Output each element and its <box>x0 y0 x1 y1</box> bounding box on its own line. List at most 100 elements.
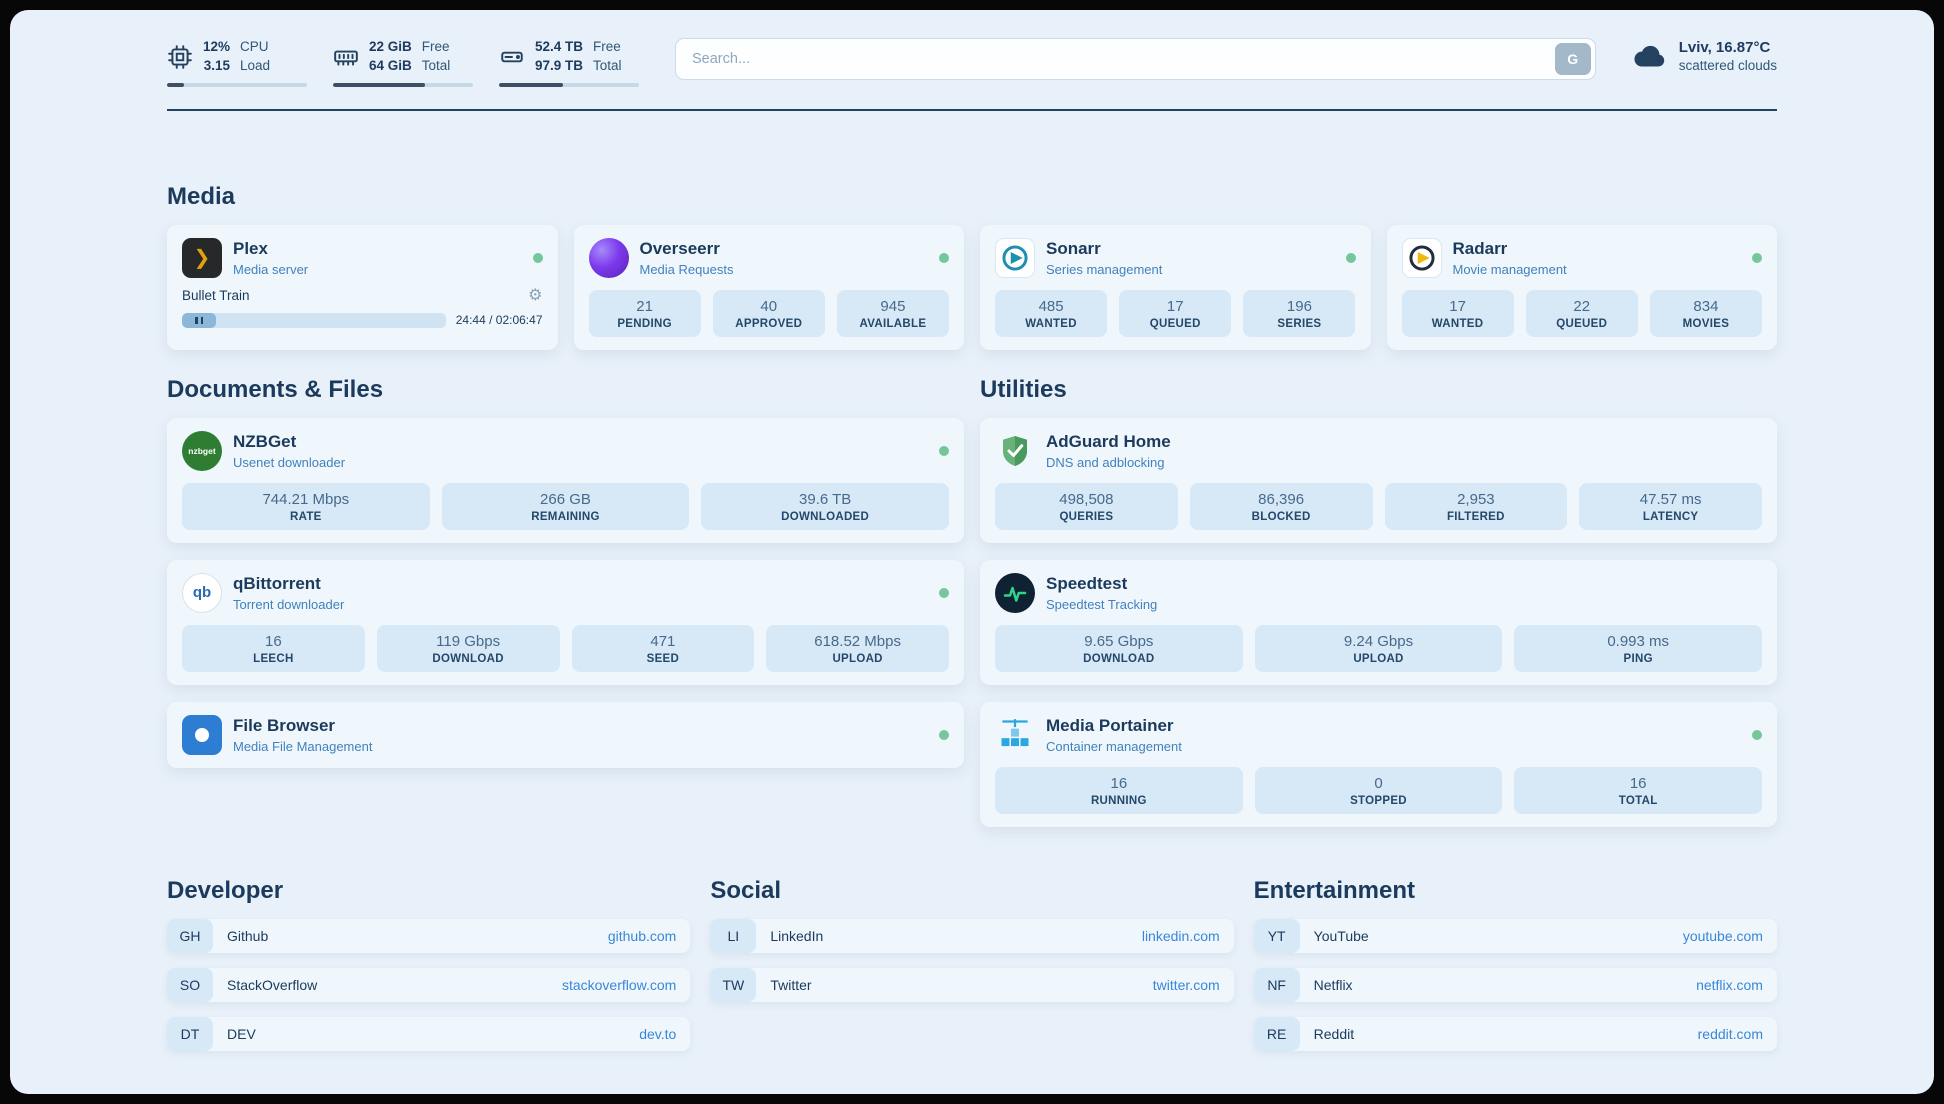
bookmark-abbr: LI <box>710 918 757 953</box>
stat-value: 40 <box>760 297 778 315</box>
bookmark-abbr: TW <box>710 967 757 1002</box>
service-card-portainer[interactable]: Media Portainer Container management 16 … <box>980 701 1777 827</box>
service-card-nzbget[interactable]: nzbget NZBGet Usenet downloader 744.21 M… <box>167 417 964 543</box>
stat-value: 945 <box>880 297 906 315</box>
bookmark-name: Netflix <box>1313 976 1353 993</box>
stat-tile: 0 STOPPED <box>1254 766 1503 814</box>
stat-value: 17 <box>1166 297 1184 315</box>
stat-tile: 744.21 Mbps RATE <box>182 482 430 530</box>
service-name: File Browser <box>233 716 336 735</box>
service-card-filebrowser[interactable]: File Browser Media File Management <box>167 701 964 768</box>
cpu-icon <box>167 44 193 70</box>
bookmark-twitter[interactable]: TW Twitter twitter.com <box>710 967 1234 1002</box>
status-dot <box>1345 252 1356 263</box>
service-card-radarr[interactable]: Radarr Movie management 17 WANTED 22 QUE… <box>1386 224 1777 350</box>
bookmark-stackoverflow[interactable]: SO StackOverflow stackoverflow.com <box>167 967 691 1002</box>
stat-label: APPROVED <box>735 317 803 330</box>
stat-value: 47.57 ms <box>1639 490 1702 508</box>
bookmark-reddit[interactable]: RE Reddit reddit.com <box>1253 1016 1777 1051</box>
plex-icon: ❯ <box>182 237 222 278</box>
memory-icon <box>333 44 359 70</box>
bookmark-name: Github <box>227 927 269 944</box>
dashboard-page: 12% 3.15 CPU Load <box>10 10 1934 1094</box>
weather-widget[interactable]: Lviv, 16.87°C scattered clouds <box>1632 38 1777 74</box>
pause-icon <box>182 312 216 328</box>
bookmark-dev[interactable]: DT DEV dev.to <box>167 1016 691 1051</box>
disk-widget: 52.4 TB 97.9 TB Free Total <box>499 38 639 87</box>
overseerr-icon <box>588 237 629 278</box>
service-card-qbittorrent[interactable]: qb qBittorrent Torrent downloader 16 <box>167 559 964 685</box>
stat-label: FILTERED <box>1446 510 1505 523</box>
stat-value: 618.52 Mbps <box>814 632 901 650</box>
bookmark-github[interactable]: GH Github github.com <box>167 918 691 953</box>
stat-value: 17 <box>1449 297 1466 315</box>
stat-label: DOWNLOAD <box>432 652 504 665</box>
bookmark-url: github.com <box>607 927 677 944</box>
status-dot <box>1752 729 1762 740</box>
stat-value: 266 GB <box>540 490 591 508</box>
memory-label-top: Free <box>421 39 450 54</box>
memory-total-value: 64 GiB <box>369 57 412 73</box>
service-name: AdGuard Home <box>1046 432 1171 451</box>
stat-label: BLOCKED <box>1251 510 1311 523</box>
stat-tile: 471 SEED <box>571 624 755 672</box>
disk-total-value: 97.9 TB <box>535 57 584 73</box>
section-media: Media ❯ Plex Media server <box>167 183 1777 350</box>
service-card-speedtest[interactable]: Speedtest Speedtest Tracking 9.65 Gbps D… <box>980 559 1777 685</box>
section-title-utilities: Utilities <box>980 375 1067 403</box>
service-desc: Movie management <box>1452 261 1567 277</box>
stat-tile: 9.24 Gbps UPLOAD <box>1254 624 1503 672</box>
section-entertainment: Entertainment YT YouTube youtube.com NF … <box>1253 877 1777 1051</box>
bookmark-abbr: NF <box>1253 967 1300 1002</box>
bookmark-url: netflix.com <box>1696 976 1763 993</box>
bookmark-linkedin[interactable]: LI LinkedIn linkedin.com <box>710 918 1234 953</box>
service-name: Radarr <box>1452 239 1508 258</box>
section-title-social: Social <box>710 876 782 904</box>
stat-label: UPLOAD <box>1353 652 1404 665</box>
settings-icon[interactable]: ⚙ <box>528 286 543 304</box>
disk-icon <box>499 44 525 70</box>
bookmark-netflix[interactable]: NF Netflix netflix.com <box>1253 967 1777 1002</box>
bookmark-url: stackoverflow.com <box>561 976 677 993</box>
now-playing-title: Bullet Train <box>182 288 250 304</box>
radarr-icon <box>1401 237 1442 278</box>
playback-progress-bar[interactable] <box>182 312 446 328</box>
section-title-developer: Developer <box>167 876 284 904</box>
stat-label: LATENCY <box>1642 510 1699 523</box>
bookmark-name: Reddit <box>1313 1025 1355 1042</box>
bookmark-youtube[interactable]: YT YouTube youtube.com <box>1253 918 1777 953</box>
stat-tile: 266 GB REMAINING <box>441 482 690 530</box>
stat-value: 2,953 <box>1457 490 1495 508</box>
stat-value: 0 <box>1374 774 1383 792</box>
weather-location: Lviv, 16.87°C <box>1678 39 1771 56</box>
service-desc: Speedtest Tracking <box>1046 596 1158 612</box>
stat-tile: 618.52 Mbps UPLOAD <box>766 624 949 672</box>
service-card-sonarr[interactable]: Sonarr Series management 485 WANTED 17 Q… <box>980 224 1371 350</box>
service-card-plex[interactable]: ❯ Plex Media server Bullet Train ⚙ <box>167 224 558 350</box>
service-card-adguard[interactable]: AdGuard Home DNS and adblocking 498,508 … <box>980 417 1777 543</box>
playback-time: 24:44 / 02:06:47 <box>455 313 543 328</box>
bookmark-name: YouTube <box>1313 927 1369 944</box>
search-provider-button[interactable]: G <box>1554 43 1591 75</box>
service-name: Plex <box>233 239 268 258</box>
bookmark-abbr: GH <box>167 918 213 953</box>
bookmark-url: linkedin.com <box>1141 927 1220 944</box>
status-dot <box>939 587 949 598</box>
stat-label: SERIES <box>1277 317 1322 330</box>
status-dot <box>939 729 949 740</box>
bookmark-url: reddit.com <box>1697 1025 1763 1042</box>
stat-tile: 498,508 QUERIES <box>995 482 1178 530</box>
cpu-usage-value: 12% <box>203 39 231 54</box>
stat-label: QUEUED <box>1149 317 1201 330</box>
search-input[interactable] <box>675 38 1596 80</box>
service-card-overseerr[interactable]: Overseerr Media Requests 21 PENDING 40 A… <box>573 224 964 350</box>
stat-tile: 86,396 BLOCKED <box>1189 482 1373 530</box>
stat-tile: 21 PENDING <box>588 289 701 337</box>
nzbget-icon: nzbget <box>182 430 222 471</box>
bookmark-url: twitter.com <box>1152 976 1220 993</box>
cpu-progress <box>167 82 307 87</box>
stat-tile: 47.57 ms LATENCY <box>1579 482 1762 530</box>
service-desc: Series management <box>1046 261 1163 277</box>
stat-value: 498,508 <box>1059 490 1114 508</box>
service-name: qBittorrent <box>233 574 321 593</box>
